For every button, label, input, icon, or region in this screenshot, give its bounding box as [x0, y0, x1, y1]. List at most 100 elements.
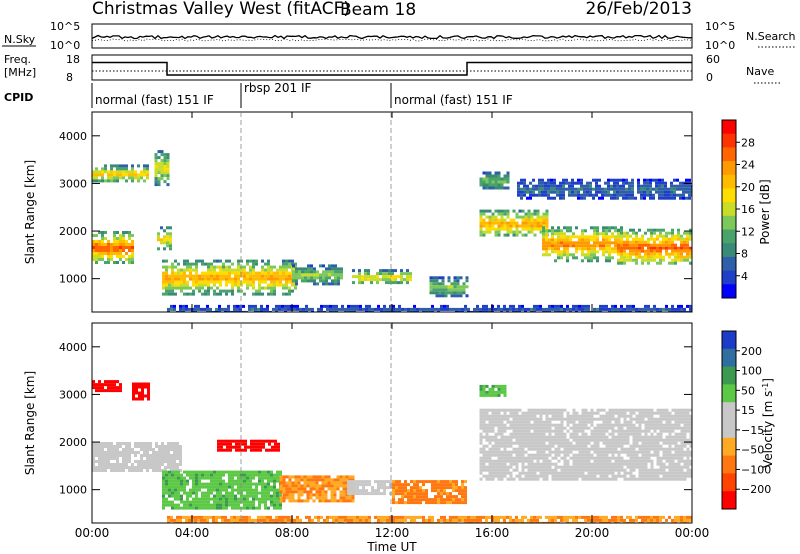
x-tick-label: 16:00	[475, 526, 510, 540]
freq-label-line1: Freq.	[4, 53, 31, 66]
velocity-colorbar-tick-label: −15	[741, 424, 764, 437]
freq-label-line2: [MHz]	[4, 66, 36, 79]
power-panel: 1000 2000 3000 4000	[59, 111, 693, 313]
velocity-region-7	[347, 480, 392, 496]
velocity-colorbar-tick-label: 100	[741, 365, 762, 378]
power-colorbar-tick-label: 8	[741, 248, 748, 261]
velocity-colorbar-tick-label: −100	[741, 463, 771, 476]
power-region-5	[162, 259, 297, 296]
velocity-region-3	[92, 442, 182, 472]
velocity-colorbar-swatch	[722, 331, 736, 350]
cpid-segment-1: normal (fast) 151 IF	[95, 93, 214, 107]
velocity-colorbar-tick-label: −200	[741, 483, 771, 496]
power-region-12	[479, 171, 510, 190]
velocity-region-8	[392, 480, 467, 505]
velocity-colorbar-swatch	[722, 348, 736, 368]
power-region-1	[92, 231, 134, 264]
x-tick-label: 04:00	[175, 526, 210, 540]
power-colorbar-swatch	[722, 215, 736, 230]
velocity-colorbar-swatch	[722, 384, 736, 403]
frequency-panel: Freq. [MHz] 18 8 60 0 Nave	[4, 53, 780, 84]
y-tick-label: 3000	[59, 388, 87, 401]
velocity-y-axis-label: Slant Range [km]	[23, 371, 37, 475]
velocity-colorbar-label: Velocity [m s-1]	[761, 378, 776, 468]
velocity-heatmap	[92, 380, 692, 523]
power-region-2	[92, 164, 149, 183]
power-y-axis-label: Slant Range [km]	[23, 160, 37, 264]
freq-left-tick-top: 18	[66, 53, 80, 66]
nave-label: Nave	[746, 65, 774, 78]
cpid-label: CPID	[4, 91, 33, 104]
power-colorbar-swatch	[722, 133, 736, 148]
freq-left-tick-bottom: 8	[66, 71, 73, 84]
power-region-9	[479, 209, 549, 237]
power-colorbar-swatch	[722, 161, 736, 176]
noise-sky-label: N.Sky	[4, 33, 36, 46]
velocity-region-9	[479, 384, 507, 397]
velocity-colorbar-tick-label: −50	[741, 444, 764, 457]
x-tick-label: 08:00	[275, 526, 310, 540]
velocity-region-1	[92, 380, 122, 393]
frequency-trace	[92, 61, 692, 76]
power-colorbar-swatch	[722, 147, 736, 162]
velocity-colorbar-swatch	[722, 491, 736, 510]
velocity-label-main: Velocity [m s	[761, 391, 775, 468]
power-colorbar-swatch	[722, 174, 736, 189]
velocity-region-5	[162, 470, 282, 510]
power-colorbar-tick-label: 12	[741, 225, 755, 238]
velocity-colorbar-swatch	[722, 455, 736, 474]
power-heatmap	[92, 150, 692, 312]
power-region-6	[292, 264, 343, 286]
nave-right-tick-bottom: 0	[706, 71, 713, 84]
power-colorbar-swatch	[722, 202, 736, 217]
power-colorbar-tick-label: 24	[741, 159, 755, 172]
y-tick-label: 4000	[59, 341, 87, 354]
y-tick-label: 2000	[59, 436, 87, 449]
velocity-colorbar-tick-label: 15	[741, 404, 755, 417]
x-axis-label: Time UT	[366, 540, 417, 554]
velocity-label-close: ]	[761, 378, 775, 383]
power-colorbar-swatch	[722, 256, 736, 272]
y-tick-label: 2000	[59, 225, 87, 238]
power-colorbar-swatch	[722, 229, 736, 244]
nave-right-tick-top: 60	[706, 53, 720, 66]
power-colorbar-swatch	[722, 188, 736, 203]
cpid-panel: CPID normal (fast) 151 IF rbsp 201 IF no…	[4, 81, 513, 108]
velocity-region-4	[217, 439, 280, 452]
power-region-4	[157, 226, 172, 251]
velocity-colorbar-tick-label: 50	[741, 384, 755, 397]
noise-left-tick-bottom: 10^0	[50, 39, 80, 52]
power-colorbar-label: Power [dB]	[758, 179, 772, 244]
y-tick-label: 1000	[59, 484, 87, 497]
velocity-region-10	[479, 408, 692, 481]
noise-right-tick-bottom: 10^0	[705, 39, 735, 52]
velocity-colorbar-swatch	[722, 420, 736, 439]
power-region-13	[517, 178, 692, 200]
velocity-region-6	[279, 475, 355, 503]
power-region-3	[154, 150, 170, 187]
power-colorbar-tick-label: 16	[741, 203, 755, 216]
power-region-7	[352, 269, 412, 285]
power-colorbar-swatch	[722, 284, 736, 299]
y-tick-label: 3000	[59, 177, 87, 190]
power-colorbar-tick-label: 20	[741, 181, 755, 194]
velocity-panel: 1000 2000 3000 4000	[59, 322, 693, 524]
date-label: 26/Feb/2013	[586, 0, 692, 19]
noise-search-label: N.Search	[746, 30, 796, 43]
power-colorbar: 28 24 20 16 12 8 4	[721, 119, 755, 299]
x-tick-label: 00:00	[75, 526, 110, 540]
velocity-colorbar-swatch	[722, 402, 736, 421]
noise-sky-trace	[91, 34, 693, 40]
velocity-colorbar-tick-label: 200	[741, 345, 762, 358]
cpid-segment-2: rbsp 201 IF	[244, 81, 311, 95]
x-tick-label: 20:00	[575, 526, 610, 540]
noise-left-tick-top: 10^5	[50, 20, 80, 33]
power-region-10	[542, 226, 623, 263]
noise-panel: N.Sky 10^5 10^0 10^5 10^0 N.Search	[2, 20, 796, 52]
y-tick-label: 1000	[59, 273, 87, 286]
x-tick-label: 00:00	[675, 526, 710, 540]
velocity-colorbar-swatch	[722, 366, 736, 385]
velocity-colorbar-swatch	[722, 473, 736, 492]
beam-label: Beam 18	[340, 0, 416, 20]
